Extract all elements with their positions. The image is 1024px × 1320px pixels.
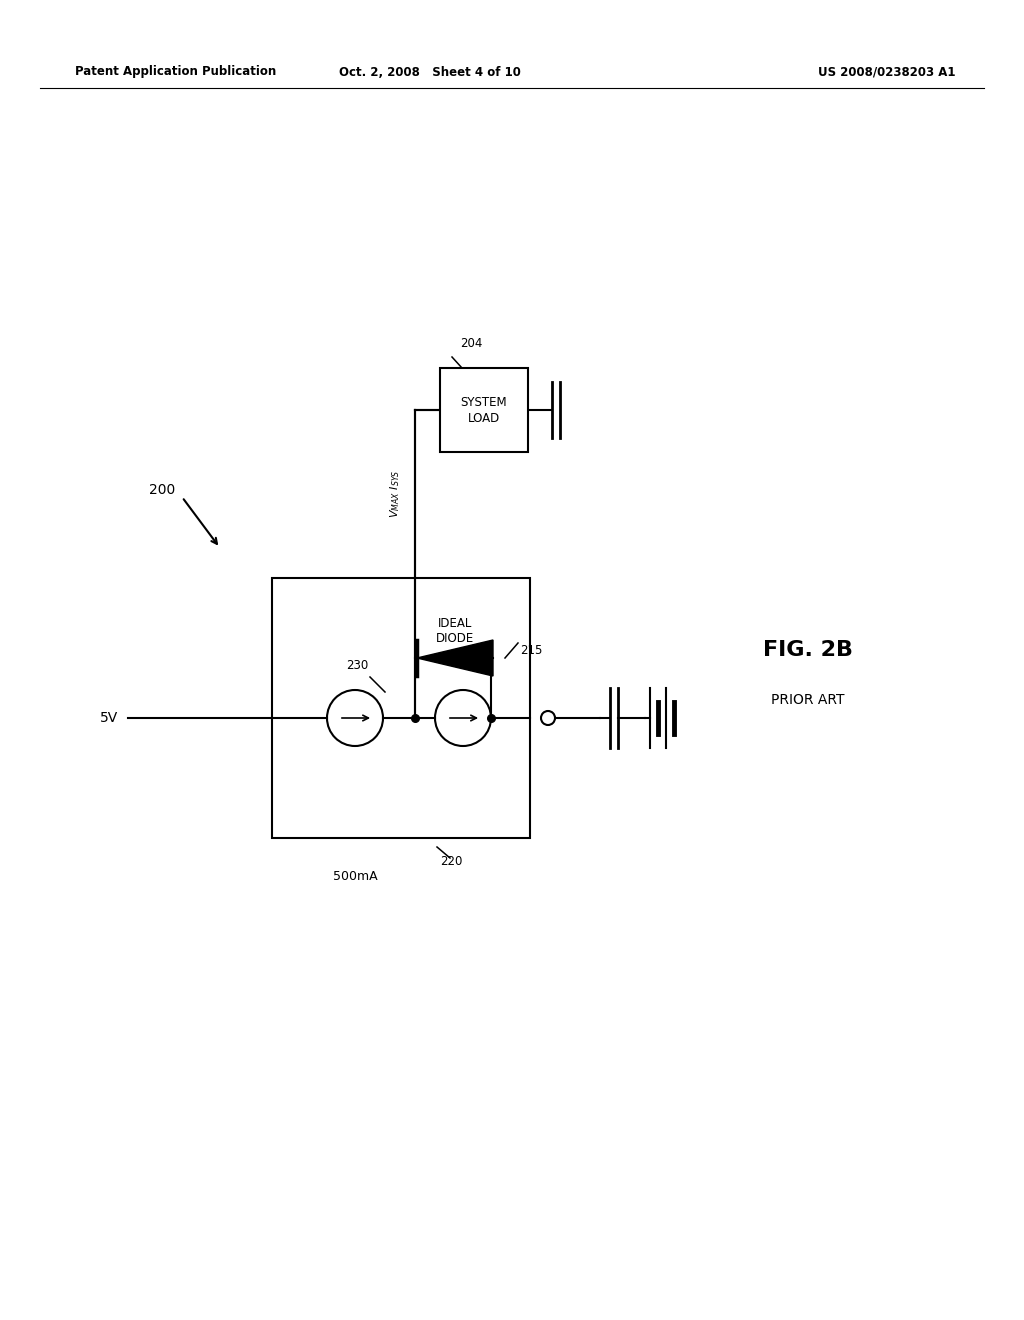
Bar — [272, 578, 530, 838]
Circle shape — [541, 711, 555, 725]
Text: SYSTEM
LOAD: SYSTEM LOAD — [461, 396, 507, 425]
Bar — [440, 368, 528, 451]
Text: 204: 204 — [460, 337, 482, 350]
Text: IDEAL: IDEAL — [438, 616, 472, 630]
Text: US 2008/0238203 A1: US 2008/0238203 A1 — [817, 66, 955, 78]
Text: Oct. 2, 2008   Sheet 4 of 10: Oct. 2, 2008 Sheet 4 of 10 — [339, 66, 521, 78]
Text: 500mA: 500mA — [333, 870, 377, 883]
Text: 5V: 5V — [99, 711, 118, 725]
Text: $V_{MAX}$ $I_{SYS}$: $V_{MAX}$ $I_{SYS}$ — [388, 470, 401, 519]
Text: 215: 215 — [520, 644, 543, 656]
Text: 220: 220 — [440, 855, 463, 869]
Text: DIODE: DIODE — [436, 632, 474, 645]
Text: FIG. 2B: FIG. 2B — [763, 640, 853, 660]
Polygon shape — [417, 640, 493, 676]
Text: 200: 200 — [148, 483, 175, 498]
Text: PRIOR ART: PRIOR ART — [771, 693, 845, 708]
Text: 230: 230 — [346, 659, 368, 672]
Text: Patent Application Publication: Patent Application Publication — [75, 66, 276, 78]
